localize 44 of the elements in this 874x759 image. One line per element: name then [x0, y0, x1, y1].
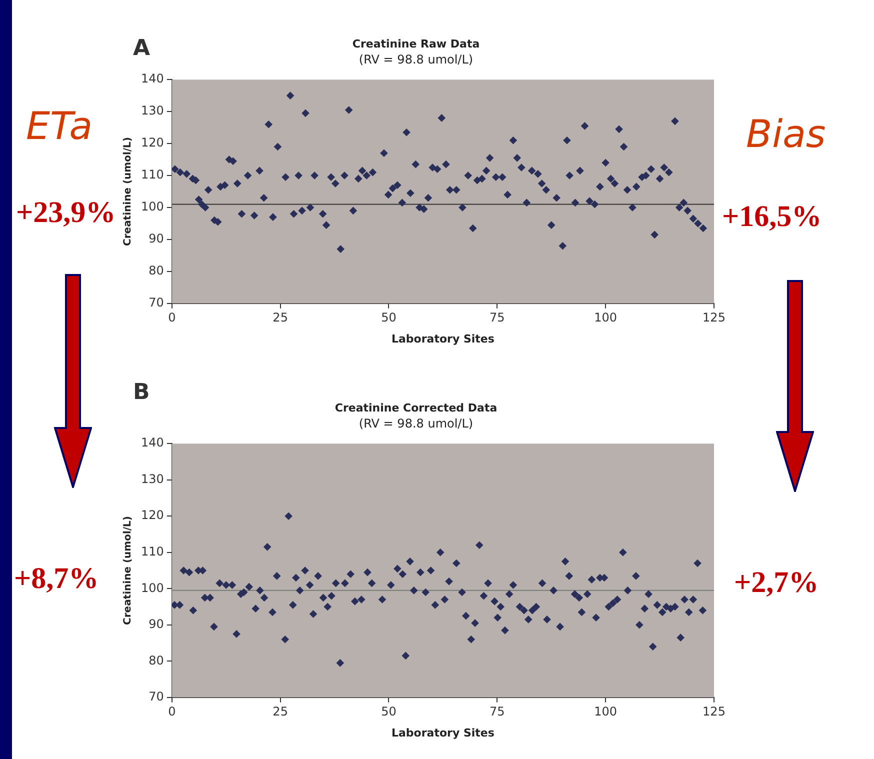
y-tick-label: 120	[141, 508, 164, 522]
chart-subtitle: (RV = 98.8 umol/L)	[358, 416, 474, 431]
text: B	[133, 380, 150, 405]
text: +8,7%	[14, 562, 99, 596]
y-tick-label: 80	[148, 264, 164, 278]
text: Bias	[746, 112, 826, 156]
text: +16,5%	[722, 200, 822, 234]
x-tick-label: 50	[381, 704, 396, 719]
x-tick-label: 25	[272, 704, 288, 719]
y-tick-label: 110	[141, 544, 164, 558]
y-tick-label: 110	[141, 168, 164, 182]
x-tick-label: 75	[490, 310, 505, 325]
x-tick-label: 25	[272, 310, 288, 325]
text: +2,7%	[734, 566, 819, 600]
x-axis-title: Laboratory Sites	[391, 332, 495, 346]
y-tick-label: 70	[148, 296, 164, 310]
y-tick-label: 100	[141, 580, 164, 595]
chart-title: Creatinine Raw Data	[352, 37, 480, 50]
chart-title: Creatinine Corrected Data	[334, 401, 498, 414]
x-tick-label: 100	[594, 310, 618, 325]
y-tick-label: 90	[148, 617, 164, 632]
x-tick-label: 75	[490, 704, 505, 719]
y-tick-label: 130	[141, 104, 164, 118]
x-axis-title: Laboratory Sites	[391, 726, 495, 740]
x-tick-label: 125	[702, 704, 726, 719]
x-tick-label: 125	[702, 310, 726, 325]
x-tick-label: 0	[168, 310, 176, 325]
y-tick-label: 90	[148, 232, 164, 246]
y-tick-label: 80	[148, 653, 164, 668]
text: A	[133, 36, 150, 61]
text: ETa	[26, 104, 93, 148]
y-tick-label: 130	[141, 472, 164, 486]
y-tick-label: 100	[141, 200, 164, 214]
y-tick-label: 120	[141, 136, 164, 150]
x-tick-label: 100	[594, 704, 618, 719]
y-tick-label: 140	[141, 436, 164, 450]
y-axis-title: Creatinine (umol/L)	[122, 516, 134, 625]
y-tick-label: 140	[141, 72, 164, 86]
y-axis-title: Creatinine (umol/L)	[122, 137, 134, 246]
text: +23,9%	[16, 196, 116, 230]
chart-subtitle: (RV = 98.8 umol/L)	[358, 52, 474, 67]
x-tick-label: 0	[168, 704, 176, 719]
x-tick-label: 50	[381, 310, 396, 325]
y-tick-label: 70	[148, 690, 164, 704]
